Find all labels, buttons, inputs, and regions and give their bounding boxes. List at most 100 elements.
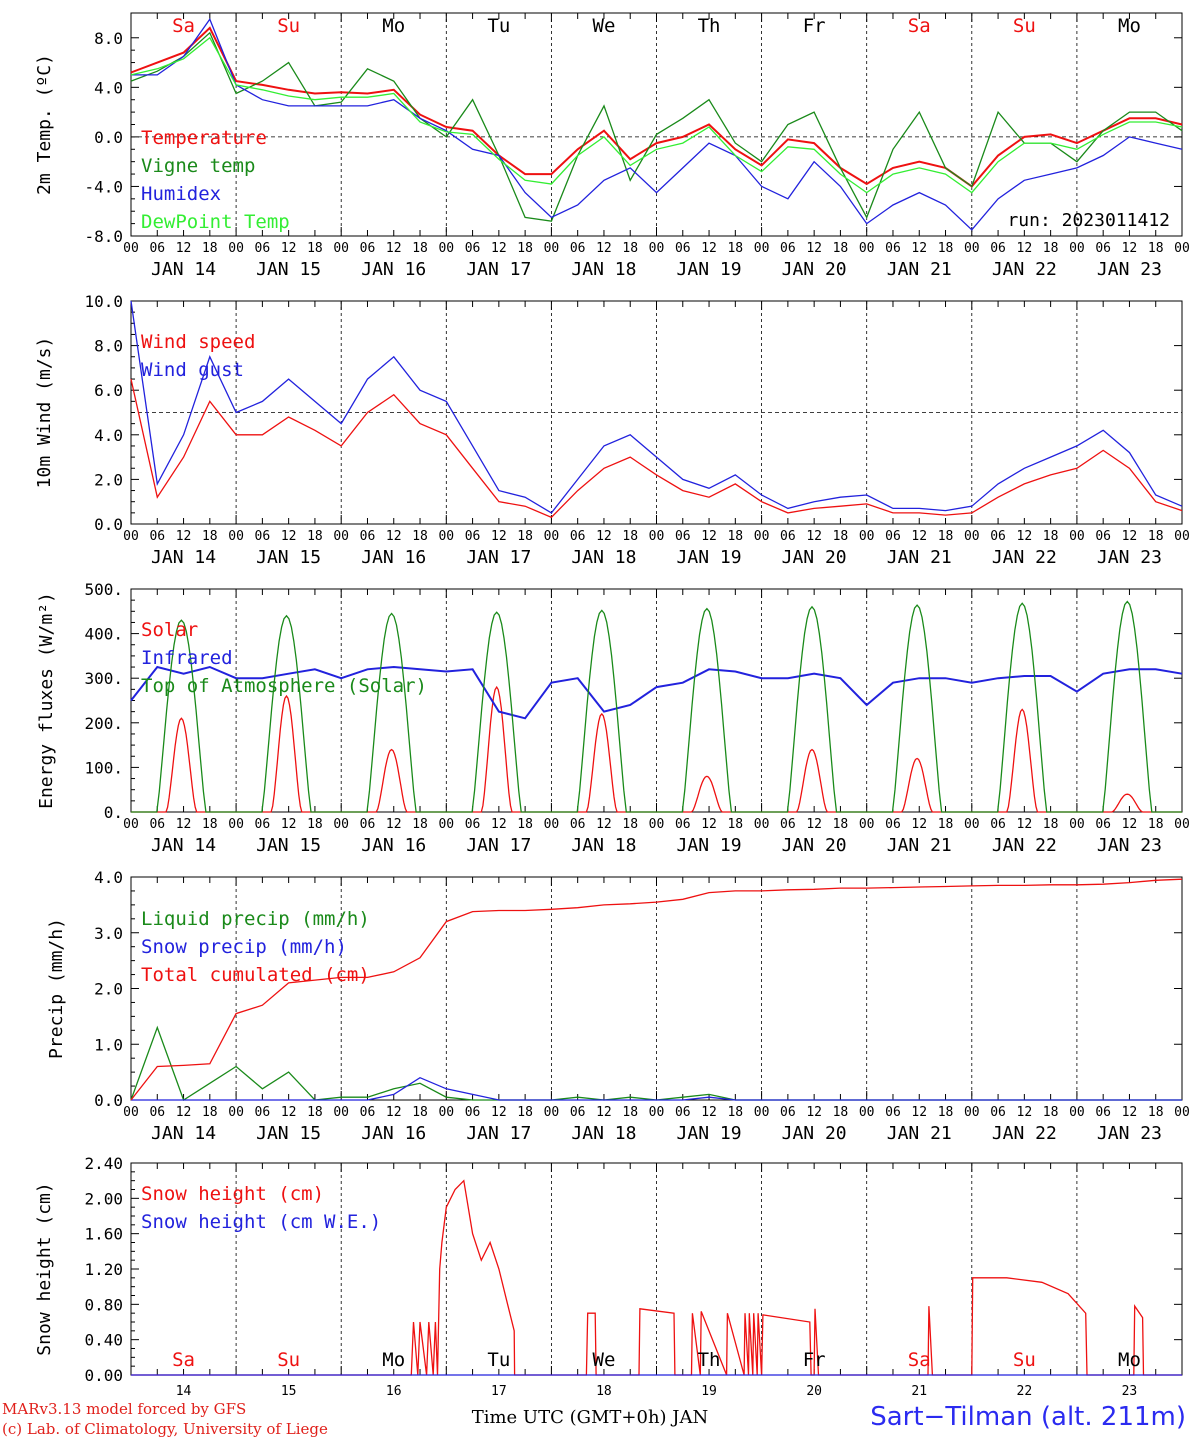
weekday-label: Tu xyxy=(487,15,510,37)
hour-tick-label: 00 xyxy=(228,817,244,832)
hour-tick-label: 06 xyxy=(990,817,1006,832)
weekday-label: Su xyxy=(1013,15,1036,37)
day-label: JAN 15 xyxy=(256,1123,321,1144)
hour-tick-label: 12 xyxy=(806,241,822,256)
y-tick-label: 4.0 xyxy=(94,78,123,97)
hour-tick-label: 12 xyxy=(911,529,927,544)
hour-tick-label: 18 xyxy=(1148,1105,1164,1120)
hour-tick-label: 18 xyxy=(938,1105,954,1120)
day-number-label: 18 xyxy=(596,1384,612,1399)
hour-tick-label: 00 xyxy=(649,817,665,832)
day-label: JAN 21 xyxy=(887,835,952,856)
hour-tick-label: 00 xyxy=(333,817,349,832)
hour-tick-label: 18 xyxy=(622,529,638,544)
hour-tick-label: 18 xyxy=(307,241,323,256)
hour-tick-label: 18 xyxy=(412,817,428,832)
day-label: JAN 18 xyxy=(571,835,636,856)
hour-tick-label: 00 xyxy=(859,1105,875,1120)
hour-tick-label: 18 xyxy=(622,241,638,256)
day-number-label: 23 xyxy=(1122,1384,1138,1399)
hour-tick-label: 12 xyxy=(806,817,822,832)
y-axis-label: 2m Temp. (ºC) xyxy=(34,54,55,195)
y-tick-label: 200. xyxy=(84,714,123,733)
hour-tick-label: 12 xyxy=(491,817,507,832)
hour-tick-label: 06 xyxy=(570,1105,586,1120)
hour-tick-label: 00 xyxy=(754,241,770,256)
hour-tick-label: 12 xyxy=(1017,241,1033,256)
hour-tick-label: 00 xyxy=(649,1105,665,1120)
lab-credit: (c) Lab. of Climatology, University of L… xyxy=(2,1420,328,1438)
day-label: JAN 21 xyxy=(887,1123,952,1144)
y-tick-label: 400. xyxy=(84,625,123,644)
weekday-label: Sa xyxy=(908,15,931,37)
hour-tick-label: 06 xyxy=(149,817,165,832)
hour-tick-label: 00 xyxy=(544,529,560,544)
hour-tick-label: 18 xyxy=(622,1105,638,1120)
hour-tick-label: 12 xyxy=(911,817,927,832)
day-label: JAN 18 xyxy=(571,547,636,568)
hour-tick-label: 18 xyxy=(727,241,743,256)
y-tick-label: 0.80 xyxy=(84,1295,123,1314)
legend-entry: DewPoint Temp xyxy=(141,211,290,233)
day-label: JAN 16 xyxy=(361,1123,426,1144)
hour-tick-label: 06 xyxy=(465,1105,481,1120)
hour-tick-label: 18 xyxy=(307,1105,323,1120)
weekday-label: Th xyxy=(698,1349,721,1371)
hour-tick-label: 00 xyxy=(859,817,875,832)
hour-tick-label: 12 xyxy=(1122,817,1138,832)
hour-tick-label: 00 xyxy=(649,241,665,256)
y-tick-label: 4.0 xyxy=(94,868,123,887)
weekday-label: Sa xyxy=(172,15,195,37)
hour-tick-label: 12 xyxy=(386,1105,402,1120)
hour-tick-label: 00 xyxy=(228,1105,244,1120)
day-label: JAN 20 xyxy=(782,1123,847,1144)
hour-tick-label: 00 xyxy=(438,817,454,832)
hour-tick-label: 18 xyxy=(938,241,954,256)
y-tick-label: 2.40 xyxy=(84,1154,123,1173)
hour-tick-label: 06 xyxy=(255,241,271,256)
y-tick-label: 3.0 xyxy=(94,924,123,943)
y-tick-label: 100. xyxy=(84,758,123,777)
hour-tick-label: 06 xyxy=(360,817,376,832)
legend-entry: Snow height (cm) xyxy=(141,1183,324,1205)
hour-tick-label: 12 xyxy=(281,529,297,544)
hour-tick-label: 12 xyxy=(911,1105,927,1120)
hour-tick-label: 06 xyxy=(465,241,481,256)
day-label: JAN 21 xyxy=(887,547,952,568)
hour-tick-label: 00 xyxy=(123,529,139,544)
series-line-dewpoint-temp xyxy=(130,36,1183,194)
hour-tick-label: 18 xyxy=(202,1105,218,1120)
hour-tick-label: 06 xyxy=(570,241,586,256)
y-tick-label: 8.0 xyxy=(94,337,123,356)
day-label: JAN 17 xyxy=(466,259,531,280)
y-tick-label: 0.00 xyxy=(84,1366,123,1385)
weekday-label: Su xyxy=(277,1349,300,1371)
hour-tick-label: 06 xyxy=(780,817,796,832)
hour-tick-label: 06 xyxy=(780,1105,796,1120)
weekday-label: Tu xyxy=(487,1349,510,1371)
y-tick-label: 6.0 xyxy=(94,381,123,400)
hour-tick-label: 00 xyxy=(754,1105,770,1120)
day-label: JAN 18 xyxy=(571,1123,636,1144)
series-line-humidex xyxy=(131,17,1183,231)
hour-tick-label: 18 xyxy=(307,529,323,544)
day-label: JAN 14 xyxy=(151,1123,216,1144)
legend-entry: Top of Atmosphere (Solar) xyxy=(141,675,427,697)
y-tick-label: 0.40 xyxy=(84,1331,123,1350)
y-tick-label: 4.0 xyxy=(94,426,123,445)
hour-tick-label: 12 xyxy=(1017,529,1033,544)
hour-tick-label: 06 xyxy=(570,529,586,544)
series-line-vigne-temp xyxy=(130,31,1183,222)
hour-tick-label: 06 xyxy=(885,1105,901,1120)
y-tick-label: 1.60 xyxy=(84,1225,123,1244)
hour-tick-label: 18 xyxy=(517,1105,533,1120)
hour-tick-label: 00 xyxy=(123,241,139,256)
hour-tick-label: 00 xyxy=(1174,1105,1190,1120)
legend-entry: Humidex xyxy=(141,183,221,205)
day-number-label: 16 xyxy=(386,1384,402,1399)
hour-tick-label: 06 xyxy=(1095,241,1111,256)
hour-tick-label: 12 xyxy=(596,529,612,544)
legend-entry: Total cumulated (cm) xyxy=(141,964,370,986)
hour-tick-label: 06 xyxy=(255,529,271,544)
